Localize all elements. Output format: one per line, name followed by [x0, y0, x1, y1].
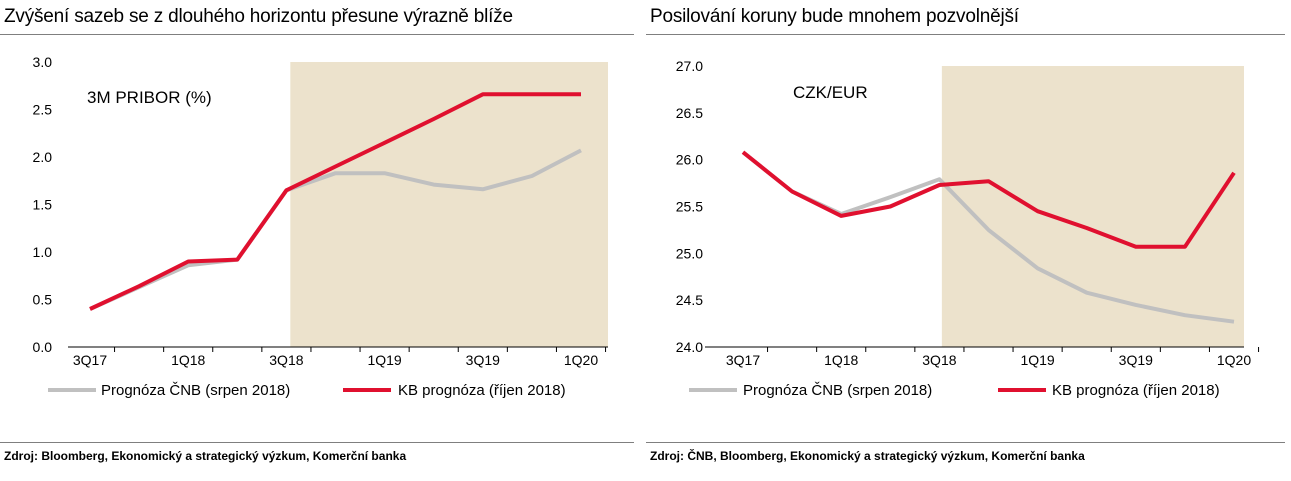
left-y-tick-label: 1.0: [33, 244, 53, 260]
right-legend-label-cnb: Prognóza ČNB (srpen 2018): [743, 382, 932, 399]
left-series-kb-line: [89, 92, 581, 311]
left-y-tick-label: 2.0: [33, 149, 53, 165]
right-source-note: Zdroj: ČNB, Bloomberg, Ekonomický a stra…: [650, 449, 1085, 463]
left-x-tick-label: 3Q19: [466, 352, 500, 368]
right-y-tick-label: 24.0: [676, 339, 703, 355]
right-source-rule: [646, 442, 1285, 443]
left-y-tick-label: 1.5: [33, 197, 53, 213]
right-y-tick-label: 25.5: [676, 199, 703, 215]
left-chart-title: Zvýšení sazeb se z dlouhého horizontu př…: [4, 6, 513, 27]
left-chart-annotation: 3M PRIBOR (%): [87, 88, 212, 107]
left-y-tick-label: 3.0: [33, 54, 53, 70]
right-chart-panel: Posilování koruny bude mnohem pozvolnějš…: [646, 0, 1291, 481]
right-x-tick-label: 1Q19: [1020, 352, 1054, 368]
left-x-tick-label: 1Q19: [367, 352, 401, 368]
right-y-tick-label: 26.0: [676, 152, 703, 168]
left-y-tick-label: 0.0: [33, 339, 53, 355]
left-legend-label-cnb: Prognóza ČNB (srpen 2018): [101, 382, 290, 399]
left-y-tick-label: 0.5: [33, 292, 53, 308]
right-x-tick-label: 1Q20: [1217, 352, 1251, 368]
left-x-tick-label: 1Q20: [564, 352, 598, 368]
right-y-tick-label: 25.0: [676, 245, 703, 261]
left-source-note: Zdroj: Bloomberg, Ekonomický a strategic…: [4, 449, 407, 463]
right-y-tick-label: 27.0: [676, 58, 703, 74]
right-x-tick-label: 1Q18: [824, 352, 858, 368]
right-title-rule: [646, 34, 1285, 35]
left-legend-label-kb: KB prognóza (říjen 2018): [398, 382, 566, 399]
right-chart: 24.0 24.5 25.0 25.5 26.0 26.5 27.0 3Q17 1Q18 3Q18…: [676, 58, 1260, 399]
left-series-cnb-line: [89, 148, 582, 311]
left-y-tick-label: 2.5: [33, 102, 53, 118]
right-y-tick-label: 26.5: [676, 105, 703, 121]
left-x-tick-label: 1Q18: [171, 352, 205, 368]
right-series-kb-line: [741, 150, 1236, 249]
left-source-rule: [0, 442, 634, 443]
left-x-tick-label: 3Q17: [73, 352, 107, 368]
right-chart-annotation: CZK/EUR: [793, 83, 868, 102]
right-x-tick-label: 3Q18: [922, 352, 956, 368]
left-x-tick-label: 3Q18: [269, 352, 303, 368]
right-legend-label-kb: KB prognóza (říjen 2018): [1052, 382, 1220, 399]
right-x-tick-label: 3Q17: [726, 352, 760, 368]
left-title-rule: [0, 34, 634, 35]
left-forecast-region: [290, 62, 608, 347]
right-x-tick-label: 3Q19: [1119, 352, 1153, 368]
left-chart-panel: Zvýšení sazeb se z dlouhého horizontu př…: [0, 0, 640, 481]
right-forecast-region: [941, 66, 1244, 347]
left-chart: 0.0 0.5 1.0 1.5 2.0 2.5 3.0 3Q17 1Q18 3Q18 1Q19 3Q1…: [33, 54, 608, 399]
right-chart-title: Posilování koruny bude mnohem pozvolnějš…: [650, 6, 1019, 27]
right-y-tick-label: 24.5: [676, 292, 703, 308]
